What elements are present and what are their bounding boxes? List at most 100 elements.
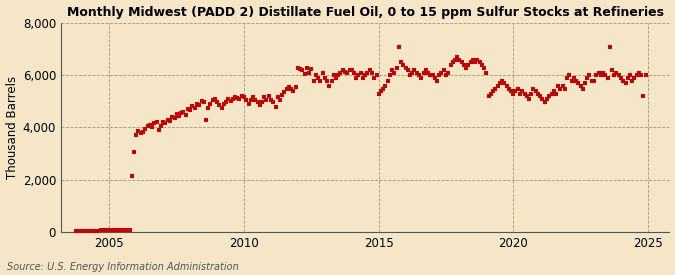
Point (254, 103, 265, 107)
Point (353, 73, 364, 78)
Point (543, 94, 554, 99)
Point (225, 98, 236, 103)
Point (385, 73, 396, 78)
Point (456, 60, 467, 65)
Point (196, 99, 207, 103)
Point (284, 84, 294, 89)
Point (475, 60, 485, 65)
Point (149, 121, 160, 126)
Point (117, 228, 128, 232)
Point (454, 57, 465, 62)
Point (441, 73, 452, 78)
Point (468, 57, 479, 62)
Point (396, 60, 406, 65)
Point (616, 76, 626, 80)
Point (463, 63, 474, 67)
Point (301, 65, 312, 70)
Point (102, 228, 113, 232)
Point (106, 228, 117, 232)
Point (636, 73, 647, 78)
Point (313, 76, 323, 80)
Point (310, 73, 321, 78)
Point (321, 79, 332, 83)
Point (146, 125, 157, 130)
Point (190, 106, 200, 110)
Point (510, 89, 521, 94)
Point (436, 71, 447, 75)
Point (75, 229, 86, 233)
Point (582, 76, 593, 80)
Point (328, 73, 339, 78)
Point (209, 96, 220, 101)
Point (380, 84, 391, 88)
Point (252, 100, 263, 105)
Point (492, 84, 503, 88)
Point (600, 73, 611, 78)
Point (136, 131, 146, 135)
Point (439, 68, 450, 72)
Point (402, 68, 413, 72)
Point (99, 228, 110, 233)
Point (501, 84, 512, 88)
Point (331, 76, 342, 80)
Point (346, 68, 357, 72)
Point (234, 97, 245, 101)
Point (497, 79, 508, 83)
Point (614, 73, 624, 78)
Point (281, 87, 292, 92)
Point (230, 95, 240, 100)
Point (223, 97, 234, 101)
Point (265, 98, 276, 102)
Point (550, 92, 561, 96)
Point (479, 65, 489, 70)
Point (277, 92, 288, 97)
Point (338, 68, 348, 72)
Point (595, 73, 606, 78)
Point (286, 86, 296, 91)
Point (629, 76, 640, 80)
Point (517, 89, 528, 94)
Point (425, 73, 436, 78)
Point (568, 76, 579, 80)
Point (187, 104, 198, 109)
Point (243, 102, 254, 106)
Point (409, 68, 420, 72)
Point (290, 84, 301, 89)
Point (79, 229, 90, 233)
Point (597, 71, 608, 75)
Point (389, 71, 400, 75)
Point (272, 95, 283, 100)
Point (566, 79, 577, 83)
Point (163, 117, 173, 122)
Point (521, 94, 532, 99)
Point (292, 65, 303, 70)
Point (194, 103, 205, 107)
Point (86, 229, 97, 233)
Point (239, 95, 250, 100)
Point (485, 92, 496, 96)
Point (227, 97, 238, 101)
Point (77, 229, 88, 233)
Point (514, 92, 525, 96)
Point (111, 228, 122, 232)
Point (539, 100, 550, 104)
Point (126, 174, 137, 178)
Point (263, 94, 274, 98)
Point (591, 73, 601, 78)
Point (355, 71, 366, 75)
Point (185, 108, 196, 112)
Point (575, 84, 586, 88)
Point (288, 89, 299, 94)
Point (634, 71, 645, 75)
Point (362, 71, 373, 75)
Point (414, 73, 425, 78)
Point (570, 79, 581, 83)
Point (398, 63, 409, 67)
Point (183, 107, 194, 111)
Point (375, 89, 386, 94)
Point (524, 97, 535, 101)
Point (412, 71, 423, 75)
Point (156, 124, 167, 128)
Point (178, 109, 189, 114)
Point (382, 79, 393, 83)
